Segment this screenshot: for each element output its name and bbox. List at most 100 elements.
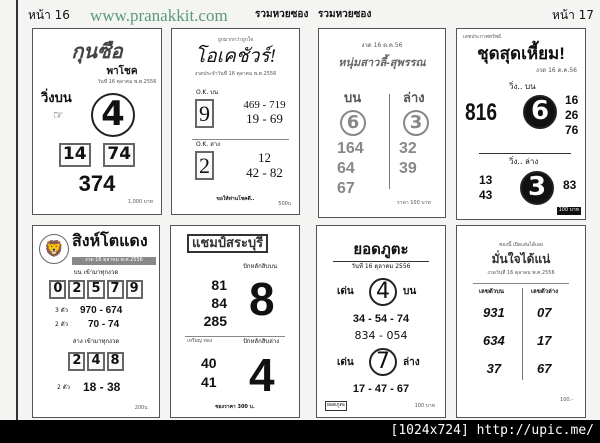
card-date: วันที่ 16 ตุลาคม 2556 — [351, 263, 411, 270]
number: 07 — [537, 305, 552, 320]
top-suffix: บน — [403, 286, 417, 297]
row2-numbers: 70 - 74 — [88, 319, 120, 330]
pair-row: 14 74 — [33, 143, 161, 167]
top-main-number: 9 — [195, 99, 214, 129]
bottom-main-number: 2 — [195, 151, 214, 181]
number: 39 — [399, 160, 417, 177]
number: 76 — [565, 123, 579, 137]
pointing-hand-icon: ☞ — [53, 108, 64, 122]
main-number: 4 — [91, 93, 135, 137]
card-intro: เลขประกาศทรัพย์ — [463, 34, 501, 40]
card-date: งวด 16 ตุลาคม พ.ศ.2556 — [72, 257, 156, 265]
run-label: วิ่งบน — [41, 90, 72, 105]
card-title: หนุ่มสาวลี้-สุพรรณ — [338, 57, 426, 69]
price: ซองราคา 300 บ. — [215, 404, 255, 410]
top-prefix: เด่น — [337, 286, 354, 297]
price: 100 บาท — [414, 403, 435, 410]
number: 16 — [565, 93, 579, 107]
number: 67 — [537, 361, 552, 376]
top-label: วิ่ง.. บน — [509, 82, 536, 91]
bottom-label: ล่าง — [403, 90, 425, 105]
top-numbers: 164 64 67 — [331, 139, 387, 199]
tip-card-man-jai: ซองนี้ เปิดเล่นได้เลย มั่นใจได้แน่ งวดวั… — [456, 225, 586, 418]
number: 12 — [258, 150, 271, 165]
top-main-number: 6 — [523, 95, 557, 129]
page-number-right: หน้า 17 — [552, 8, 594, 22]
card-title: แชมป์สระบุรี — [187, 234, 269, 253]
bottom-label: ล่าง เข้ามาทุกงวด — [72, 338, 120, 345]
website-link[interactable]: www.pranakkit.com — [90, 6, 228, 25]
number: 84 — [211, 295, 227, 311]
number: 67 — [337, 180, 355, 197]
top-label: บน เข้ามาทุกงวด — [73, 269, 119, 276]
bottom-suffix: ล่าง — [403, 357, 420, 368]
digit: 5 — [87, 280, 105, 299]
number: 40 — [201, 355, 217, 371]
pair-number: 74 — [103, 143, 136, 167]
digit: 8 — [106, 352, 124, 371]
number: 26 — [565, 108, 579, 122]
number: 931 — [483, 305, 505, 320]
numbers-line-1: 34 - 54 - 74 — [352, 313, 410, 325]
top-main-number: 4 — [369, 278, 397, 306]
numbers-line-2: 834 - 054 — [354, 329, 408, 342]
bottom-main-number: 7 — [369, 348, 397, 376]
left-numbers: 13 43 — [479, 173, 492, 203]
image-host-footer: [1024x724] http://upic.me/ — [0, 420, 600, 443]
number: 17 — [537, 333, 552, 348]
number: 64 — [337, 160, 355, 177]
section-title-left: รวมหวยซอง — [255, 9, 309, 20]
number: 41 — [201, 374, 217, 390]
tip-card-num-sao: งวด 16 ต.ค.56 หนุ่มสาวลี้-สุพรรณ บน ล่าง… — [318, 28, 446, 218]
three-digit-number: 816 — [465, 99, 498, 126]
number: 164 — [337, 140, 364, 157]
right-number: 83 — [563, 178, 577, 192]
mid-label: เหรียญ ทอง — [187, 338, 213, 344]
left-numbers: 931 634 37 — [483, 299, 505, 383]
price: 100 บาท — [556, 207, 581, 215]
digit: 9 — [125, 280, 143, 299]
bottom-label: O.K. ล่าง — [196, 141, 221, 148]
digit: 7 — [106, 280, 124, 299]
newspaper-page: หน้า 16 www.pranakkit.com รวมหวยซอง รวมห… — [0, 0, 600, 420]
top-numbers: 469 - 719 19 - 69 — [232, 99, 297, 127]
card-subtitle: พาโชค — [106, 66, 138, 77]
price: 200บ. — [134, 405, 149, 412]
three-digit-number: 374 — [78, 171, 116, 196]
card-title: กุนซือ — [71, 41, 123, 63]
slogan: ขอให้ท่านโชคดี.. — [216, 196, 255, 202]
tip-card-okay-sure: ถูกมากกว่าถูกใจ โอเคชัวร์! งวดประจำวันที… — [171, 28, 300, 215]
row3-numbers: 970 - 674 — [80, 305, 123, 316]
tip-card-singto-daeng: 🦁 สิงห์โตแดง งวด 16 ตุลาคม พ.ศ.2556 บน เ… — [32, 225, 160, 418]
bottom-label: วิ่ง.. ล่าง — [509, 157, 539, 166]
numbers-line-3: 17 - 47 - 67 — [352, 383, 410, 395]
tip-card-chud-sud-hiam: เลขประกาศทรัพย์ ชุดสุดเหี้ยม! งวด 16 ต.ค… — [456, 28, 586, 220]
price: 1,000 บาท — [127, 199, 153, 206]
lion-logo-icon: 🦁 — [39, 234, 69, 264]
bottom-numbers: 12 42 - 82 — [232, 150, 297, 181]
price: 100.- — [560, 397, 573, 403]
number: 81 — [211, 277, 227, 293]
number: 13 — [479, 173, 493, 187]
number: 634 — [483, 333, 505, 348]
number: 43 — [479, 188, 493, 202]
card-title: สิงห์โตแดง — [72, 233, 148, 250]
pair-number: 14 — [58, 143, 91, 167]
number: 42 - 82 — [246, 164, 283, 180]
card-date: งวดประจำวันที่ 16 ตุลาคม พ.ศ.2556 — [194, 71, 277, 77]
logo: ยอดภูตะ — [325, 401, 348, 411]
card-title: ชุดสุดเหี้ยม! — [477, 44, 565, 63]
price: ราคา 100 บาท — [397, 200, 431, 206]
bottom-label: ปักหลักสิบล่าง — [243, 338, 280, 345]
card-title: มั่นใจได้แน่ — [491, 252, 551, 266]
digit: 0 — [49, 280, 67, 299]
page-number-left: หน้า 16 — [28, 8, 70, 22]
top-main-number: 8 — [249, 273, 275, 325]
top-numbers: 81 84 285 — [193, 276, 227, 330]
right-numbers: 07 17 67 — [537, 299, 551, 383]
card-date: งวด 16 ต.ค.56 — [535, 67, 577, 74]
left-label: เลขตัวบน — [479, 289, 505, 295]
number: 19 - 69 — [246, 110, 283, 126]
